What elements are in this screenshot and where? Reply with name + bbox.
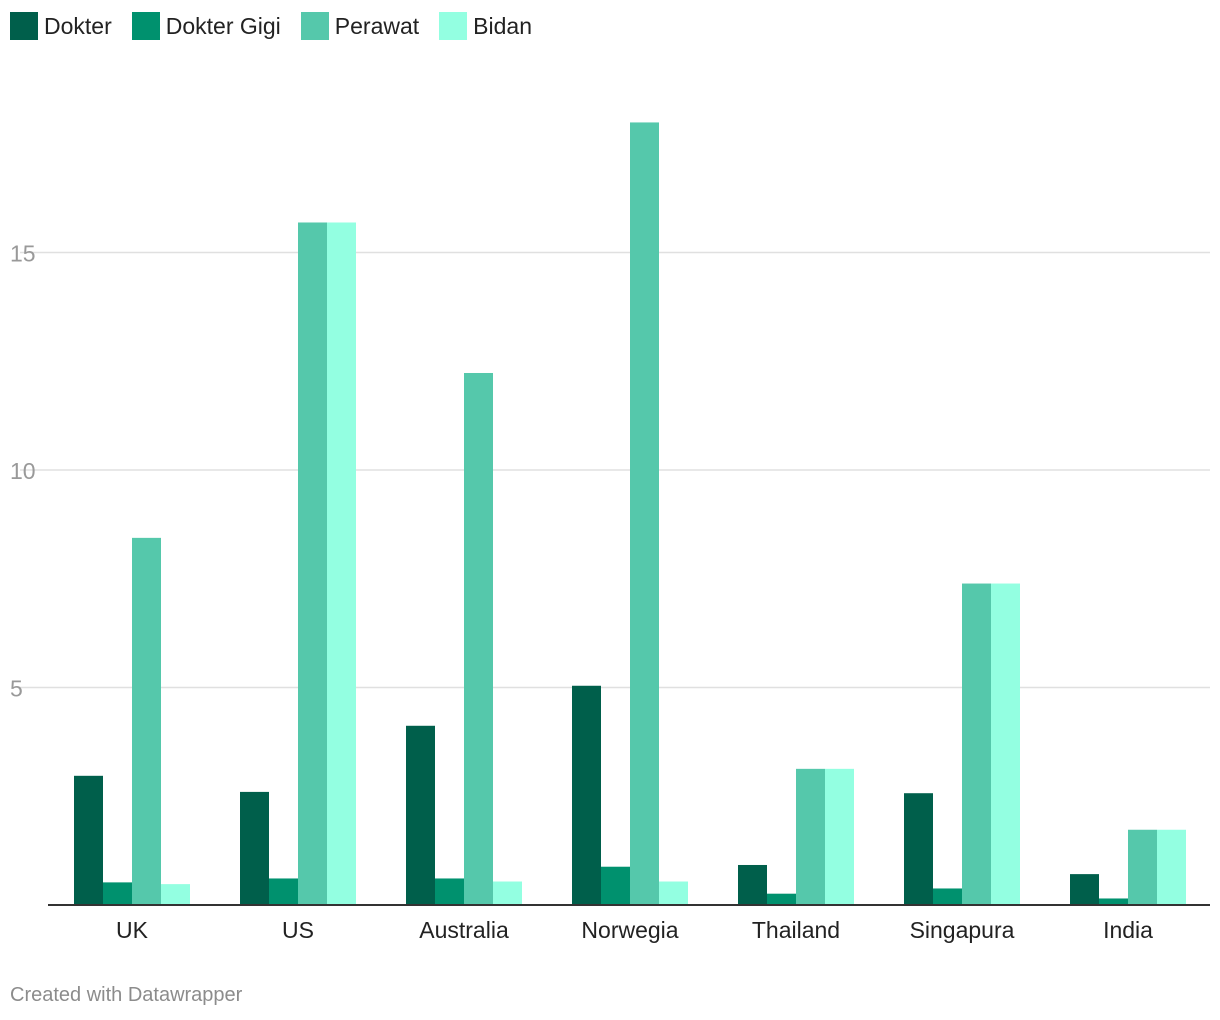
y-tick-label: 5 [10,676,23,702]
bar [269,878,298,905]
x-tick-label: Singapura [910,917,1015,943]
x-tick-label: Norwegia [581,917,678,943]
legend-item: Dokter [10,12,112,40]
bar [796,768,825,905]
x-tick-label: India [1103,917,1153,943]
bar [103,882,132,905]
legend-swatch [439,12,468,40]
legend-item: Dokter Gigi [131,12,281,40]
bar [406,725,435,905]
x-tick-label: Thailand [752,917,840,943]
bar [572,685,601,905]
bar [825,768,854,905]
bar [933,888,962,905]
bar [659,881,688,905]
bar [1128,829,1157,905]
x-tick-label: UK [116,917,149,943]
bar [738,864,767,905]
y-tick-label: 10 [10,458,36,484]
y-tick-label: 15 [10,241,36,267]
bar [132,537,161,905]
legend-swatch [131,12,160,40]
bar [464,372,493,905]
bar-chart: 5 10 15 UK US Australia Norwegia Thailand Singap… [10,122,1210,943]
bar [991,583,1020,905]
bar [327,222,356,906]
chart-legend: Dokter Dokter Gigi Perawat Bidan [10,10,552,42]
legend-swatch [300,12,329,40]
legend-label: Bidan [473,12,532,39]
x-tick-label: US [282,917,314,943]
legend-label: Dokter [44,12,112,39]
legend-swatch [10,12,38,40]
legend-item: Perawat [300,12,420,40]
legend-label: Dokter Gigi [165,12,281,39]
bar [1157,829,1186,905]
bar [904,793,933,905]
bar [493,881,522,905]
bar [601,866,630,905]
bar [298,222,327,906]
legend-label: Perawat [334,12,420,39]
bar [1099,898,1128,905]
credit-text: Created with Datawrapper [10,984,243,1006]
bar [74,775,103,905]
bar [240,791,269,905]
bar [630,122,659,905]
x-tick-label: Australia [419,917,509,943]
bar [435,878,464,905]
bar [161,884,190,905]
bar [962,583,991,905]
legend-item: Bidan [439,12,532,40]
bar [767,893,796,905]
bar [1070,874,1099,905]
